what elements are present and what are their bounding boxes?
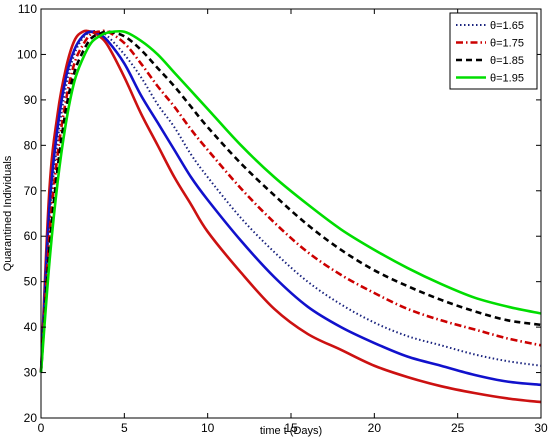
x-tick-label: 15 [284,421,298,435]
x-tick-label: 10 [201,421,215,435]
y-tick-label: 80 [24,138,38,152]
y-tick-label: 60 [24,229,38,243]
ticks-layer: 0 5 10 15 20 25 30 20 30 40 50 60 70 80 90 100 110 [17,2,548,435]
y-tick-label: 90 [24,93,38,107]
x-tick-label: 25 [451,421,465,435]
y-tick-label: 50 [24,275,38,289]
legend: θ=1.65 θ=1.75 θ=1.85 θ=1.95 [449,12,538,90]
series-line-1 [39,29,542,404]
y-tick-label: 20 [24,411,38,425]
series-line-6 [39,29,542,373]
legend-label: θ=1.75 [490,38,524,50]
x-tick-label: 20 [368,421,382,435]
x-axis-label: time t (Days) [260,425,322,437]
y-tick-label: 70 [24,184,38,198]
series-line-5 [39,30,542,373]
y-tick-label: 100 [17,47,37,61]
legend-label: θ=1.85 [490,55,524,67]
series-layer [39,29,542,404]
x-tick-label: 5 [121,421,128,435]
y-tick-label: 40 [24,320,38,334]
y-tick-label: 30 [24,366,38,380]
series-line-4 [39,29,542,373]
x-tick-label: 0 [38,421,45,435]
series-line-2 [39,30,542,387]
y-tick-label: 110 [18,2,37,16]
x-tick-label: 30 [534,421,548,435]
legend-label: θ=1.65 [490,20,524,32]
legend-label: θ=1.95 [490,73,524,85]
y-axis-label: Quarantined Individuals [2,155,14,271]
